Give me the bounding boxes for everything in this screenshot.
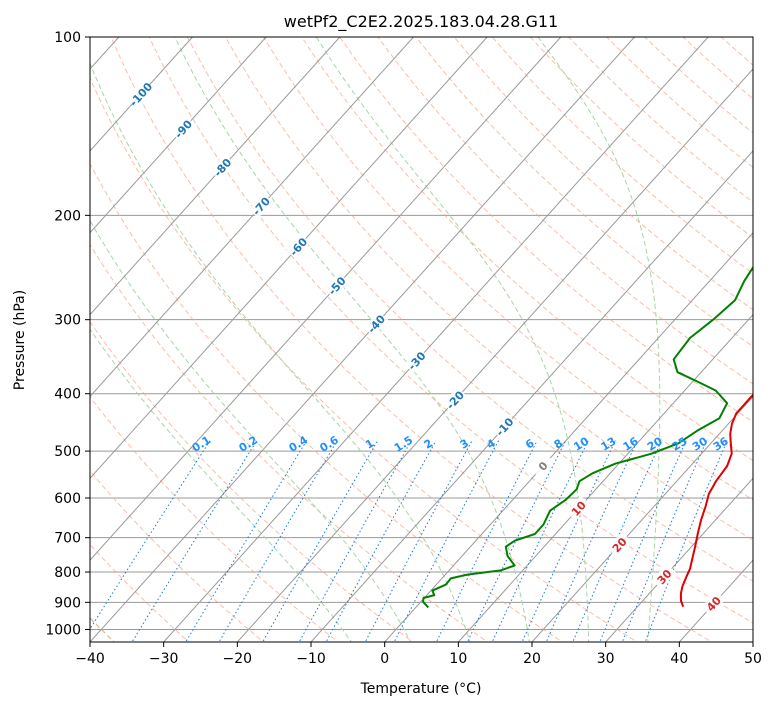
dry-adiabat-line [90, 243, 489, 642]
isotherm-label-bg [248, 193, 274, 219]
isotherm-line [90, 37, 193, 152]
dry-adiabat-line [339, 37, 753, 423]
x-axis-title: Temperature (°C) [360, 681, 482, 697]
isotherm-label-bg [530, 453, 555, 479]
y-tick-label: 900 [54, 595, 81, 611]
y-tick-label: 300 [54, 313, 81, 329]
dry-adiabat-line [453, 37, 753, 311]
mixing-ratio-line [90, 440, 211, 630]
isotherm-line [90, 37, 562, 561]
dry-adiabat-line [90, 76, 638, 642]
isotherm-label-bg [651, 563, 677, 589]
mixing-ratio-line [325, 440, 437, 642]
isotherm-label-bg [170, 116, 196, 142]
mixing-ratio-line [218, 440, 338, 642]
dewpoint-profile-line [422, 265, 753, 609]
isotherm-label-bg [404, 347, 429, 373]
dry-adiabat-line [766, 10, 775, 645]
isotherm-line [310, 150, 753, 642]
dry-adiabat-line [224, 37, 753, 541]
dry-adiabat-line [110, 37, 713, 642]
moist-adiabat-line [90, 328, 352, 642]
x-tick-label: 10 [449, 651, 467, 667]
isotherm-label-bg [606, 532, 632, 558]
isotherm-line [457, 313, 753, 642]
isotherm-line [90, 37, 414, 398]
y-axis-title: Pressure (hPa) [12, 290, 28, 390]
mixing-ratio-line [621, 440, 708, 642]
x-tick-label: 0 [380, 651, 389, 667]
chart-title: wetPf2_C2E2.2025.183.04.28.G11 [284, 12, 558, 32]
x-tick-label: −30 [149, 651, 179, 667]
dry-adiabat-line [90, 470, 265, 642]
isotherm-line [384, 231, 753, 642]
dry-adiabat-line [262, 37, 753, 501]
y-tick-label: 1000 [45, 622, 81, 638]
mixing-ratio-line [185, 440, 308, 642]
moist-adiabat-line [537, 37, 661, 642]
plot-frame [89, 36, 754, 643]
isotherm-line [90, 37, 267, 234]
mixing-ratio-line [521, 440, 616, 642]
y-tick-label: 600 [54, 491, 81, 507]
mixing-ratio-line [364, 440, 473, 642]
isotherm-line [752, 641, 753, 642]
y-tick-label: 800 [54, 565, 81, 581]
mixing-ratio-line [644, 440, 728, 642]
isotherm-label-bg [285, 233, 311, 259]
mixing-ratio-line [393, 440, 500, 642]
isotherm-label-bg [492, 413, 517, 439]
mixing-ratio-line [131, 440, 258, 642]
mixing-ratio-line [572, 440, 663, 642]
mixing-ratio-line [599, 440, 687, 642]
x-tick-label: −20 [223, 651, 253, 667]
y-tick-label: 400 [54, 387, 81, 403]
y-tick-label: 700 [54, 531, 81, 547]
isotherm-line [90, 37, 341, 316]
dry-adiabat-line [90, 396, 340, 642]
isotherm-line [236, 68, 753, 642]
isotherm-label-bg [701, 590, 726, 616]
isotherm-label-bg [565, 495, 591, 521]
x-tick-label: −40 [75, 651, 105, 667]
mixing-ratio-line [262, 440, 379, 642]
isotherm-label-bg [128, 81, 153, 107]
y-tick-label: 100 [54, 30, 81, 46]
dry-adiabat-line [148, 37, 753, 624]
x-tick-label: −10 [296, 651, 326, 667]
moist-adiabat-line [90, 62, 471, 642]
x-tick-label: 30 [597, 651, 615, 667]
temperature-profile-line [679, 393, 753, 607]
y-tick-label: 500 [54, 444, 81, 460]
x-tick-label: 50 [744, 651, 762, 667]
moist-adiabat-line [174, 37, 530, 642]
isotherm-line [90, 37, 635, 642]
dry-adiabat-line [90, 162, 564, 642]
mixing-ratio-line [298, 440, 412, 642]
isotherm-label-bg [324, 272, 349, 298]
isotherm-label-bg [209, 154, 235, 180]
y-tick-label: 200 [54, 208, 81, 224]
moist-adiabat-line [90, 219, 412, 642]
x-tick-label: 20 [523, 651, 541, 667]
isotherm-label-bg [442, 387, 467, 413]
isotherm-line [163, 37, 709, 642]
dry-adiabat-line [377, 37, 753, 385]
mixing-ratio-line [491, 440, 589, 642]
x-tick-label: 40 [670, 651, 688, 667]
isotherm-label-bg [363, 311, 389, 337]
isotherm-line [90, 37, 488, 480]
